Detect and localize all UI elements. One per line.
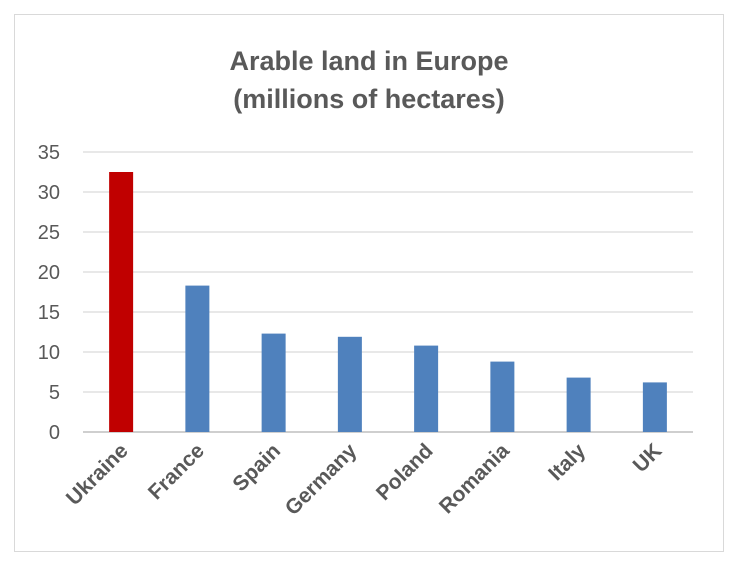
bar	[337, 336, 362, 432]
bar	[109, 172, 134, 432]
x-tick-label: Romania	[435, 439, 514, 518]
bar	[566, 377, 591, 432]
bar	[185, 285, 210, 432]
x-tick-label: UK	[629, 439, 667, 477]
y-tick-label: 20	[38, 262, 60, 284]
bar	[261, 333, 286, 432]
x-tick-label: Italy	[544, 439, 590, 485]
y-tick-label: 0	[49, 422, 60, 444]
x-tick-label: France	[144, 439, 209, 504]
y-tick-label: 15	[38, 302, 60, 324]
x-tick-label: Spain	[228, 439, 285, 496]
bar	[490, 361, 515, 432]
y-tick-label: 30	[38, 182, 60, 204]
y-tick-label: 5	[49, 382, 60, 404]
chart-title: Arable land in Europe (millions of hecta…	[0, 42, 738, 118]
x-tick-label: Germany	[281, 439, 362, 520]
bar	[414, 345, 439, 432]
y-tick-label: 35	[38, 142, 60, 164]
chart-title-line-1: Arable land in Europe	[229, 46, 509, 76]
y-tick-label: 10	[38, 342, 60, 364]
chart-title-line-2: (millions of hectares)	[233, 84, 505, 114]
x-tick-label: Ukraine	[62, 439, 133, 510]
y-tick-label: 25	[38, 222, 60, 244]
bar	[642, 382, 667, 432]
x-tick-label: Poland	[372, 439, 438, 505]
